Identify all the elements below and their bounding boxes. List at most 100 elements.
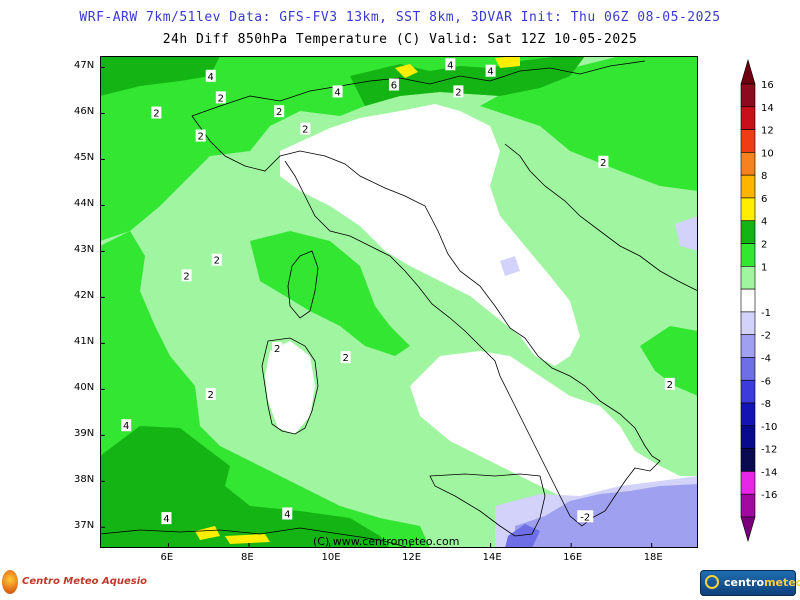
contour-label-bg — [453, 85, 464, 98]
legend-swatch — [740, 425, 756, 449]
lat-label-47N: 47N — [74, 60, 95, 72]
legend-swatch — [740, 379, 756, 404]
legend-label: 1 — [761, 262, 767, 273]
contour-label: 2 — [183, 271, 189, 282]
contour-label-bg — [195, 129, 206, 142]
field-zone-white-south-italy — [410, 351, 698, 526]
legend-swatch — [740, 288, 756, 313]
field-zone-green-east-coast — [640, 326, 698, 396]
contour-label-bg — [664, 377, 675, 390]
contour-label: 4 — [123, 421, 129, 432]
coastline-sardinia — [261, 337, 319, 435]
ring-icon — [705, 575, 719, 589]
legend-label: 2 — [761, 240, 767, 251]
map-title-model-info: WRF-ARW 7km/51lev Data: GFS-FV3 13km, SS… — [79, 10, 721, 25]
lon-label-14E: 14E — [482, 552, 502, 563]
legend-label: 16 — [761, 80, 774, 91]
contour-label-bg — [282, 507, 293, 520]
lat-label-45N: 45N — [74, 152, 95, 164]
contour-label-bg — [300, 122, 311, 135]
contour-label-bg — [340, 351, 351, 364]
lon-label-8E: 8E — [240, 552, 254, 563]
lat-label-37N: 37N — [74, 520, 95, 532]
contour-label-bg — [121, 419, 132, 432]
legend-swatch — [740, 129, 756, 153]
lon-label-6E: 6E — [160, 552, 174, 563]
field-zone-darkgreen-northwest — [100, 56, 220, 96]
contour-label-bg — [205, 69, 216, 82]
legend-label: 10 — [761, 148, 774, 159]
legend-tip-top — [740, 58, 756, 85]
legend-label: 14 — [761, 103, 774, 114]
centro-meteo-aquesio-logo: Centro Meteo Aquesio — [0, 568, 147, 598]
legend-swatch — [740, 106, 756, 130]
legend-swatch — [740, 152, 756, 176]
color-scale-legend: 16 14 12 10 8 6 4 2 1 -1 -2 -4 -6 -8 -10 -12 -14 -16 — [740, 58, 777, 543]
field-zone-deepblue-ionian — [505, 524, 540, 548]
legend-swatch — [740, 266, 756, 290]
lon-label-16E: 16E — [563, 552, 583, 563]
contour-label: 2 — [214, 256, 220, 267]
contour-label: 2 — [218, 93, 224, 104]
coastlines — [100, 60, 698, 548]
contour-label: -2 — [580, 512, 590, 523]
field-zone-green-corsica-sea — [250, 231, 410, 356]
contour-label-bg — [577, 510, 594, 523]
legend-label: -4 — [761, 353, 771, 364]
contour-label-bg — [598, 155, 609, 168]
centrometeo-logo: centrometeo — [700, 570, 800, 596]
contour-label: 4 — [334, 87, 340, 98]
lat-label-39N: 39N — [74, 428, 95, 440]
border-alps — [191, 60, 646, 117]
contour-label-bg — [215, 91, 226, 104]
contour-label-bg — [274, 105, 285, 118]
contour-label: 2 — [600, 158, 606, 169]
contour-label: 2 — [208, 390, 214, 401]
legend-swatch — [740, 174, 756, 199]
map-title-field-valid: 24h Diff 850hPa Temperature (C) Valid: S… — [162, 32, 638, 47]
contour-label: 4 — [163, 514, 169, 525]
lon-label-12E: 12E — [402, 552, 422, 563]
field-zone-yellow-alps — [395, 56, 520, 78]
lat-label-40N: 40N — [74, 382, 95, 394]
legend-swatch — [740, 311, 756, 335]
lat-label-41N: 41N — [74, 336, 95, 348]
contour-label: 2 — [153, 109, 159, 120]
field-zone-white-po-valley — [280, 104, 580, 366]
legend-label: 6 — [761, 194, 767, 205]
contour-label: 2 — [276, 107, 282, 118]
legend-label: -6 — [761, 376, 771, 387]
contour-label: 2 — [197, 132, 203, 143]
legend-label: 8 — [761, 171, 767, 182]
lon-label-10E: 10E — [321, 552, 341, 563]
legend-label: 12 — [761, 126, 774, 137]
contour-label: 4 — [284, 510, 290, 521]
legend-swatch — [740, 493, 756, 518]
field-zone-white-sardinia — [265, 341, 315, 434]
contour-label: 2 — [274, 344, 280, 355]
lat-label-38N: 38N — [74, 474, 95, 486]
logo-right-text: centrometeo — [724, 576, 800, 589]
contour-label-bg — [272, 341, 283, 354]
contour-label-bg — [485, 64, 496, 77]
map-credit: (C) www.centrometeo.com — [313, 535, 460, 548]
legend-swatch — [740, 334, 756, 358]
contour-label: 2 — [302, 125, 308, 136]
contour-label: 4 — [208, 72, 214, 83]
legend-label: -10 — [761, 422, 777, 433]
legend-swatch — [740, 243, 756, 267]
legend-tip-bottom — [740, 516, 756, 543]
legend-swatch — [740, 471, 756, 495]
legend-swatch — [740, 220, 756, 244]
contour-label: 6 — [391, 81, 397, 92]
contour-label-bg — [161, 512, 172, 525]
contour-label: 2 — [455, 87, 461, 98]
legend-label: 4 — [761, 217, 767, 228]
lat-label-43N: 43N — [74, 244, 95, 256]
legend-label: -12 — [761, 445, 777, 456]
contour-label-bg — [211, 253, 222, 266]
coastline-corsica — [287, 250, 319, 319]
field-zone-green-north-east — [480, 56, 698, 191]
